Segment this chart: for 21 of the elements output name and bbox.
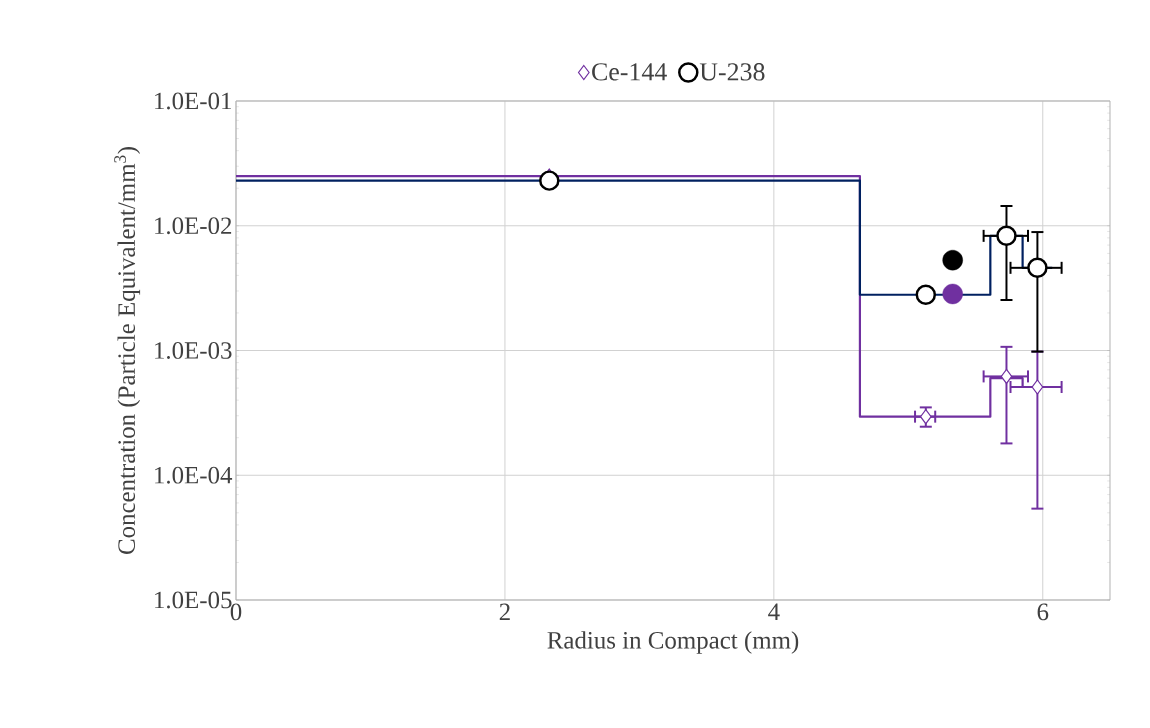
point	[539, 170, 560, 191]
point	[996, 225, 1017, 247]
point	[942, 249, 963, 271]
y-tick-label: 1.0E-01	[155, 92, 231, 110]
x-tick-label: 0	[230, 603, 242, 621]
y-axis-title: Concentration (Particle Equivalent/mm$^{3}$)	[114, 147, 141, 554]
y-tick-label: 1.0E-03	[155, 342, 232, 359]
point	[1031, 379, 1044, 395]
y-tick-label: 1.0E-04	[155, 466, 233, 484]
legend-label: Ce-144	[592, 63, 667, 81]
x-tick-label: 6	[1037, 603, 1049, 621]
x-axis-title: Radius in Compact (mm)	[547, 631, 799, 654]
y-tick-label: 1.0E-02	[155, 217, 232, 235]
x-tick-label: 4	[768, 603, 780, 620]
legend-label: U-238	[699, 63, 765, 81]
x-tick-label: 2	[499, 603, 510, 621]
y-tick-label: 1.0E-05	[155, 591, 232, 609]
point	[942, 283, 963, 305]
point	[915, 284, 937, 305]
point	[1000, 368, 1013, 385]
point	[1027, 257, 1048, 279]
